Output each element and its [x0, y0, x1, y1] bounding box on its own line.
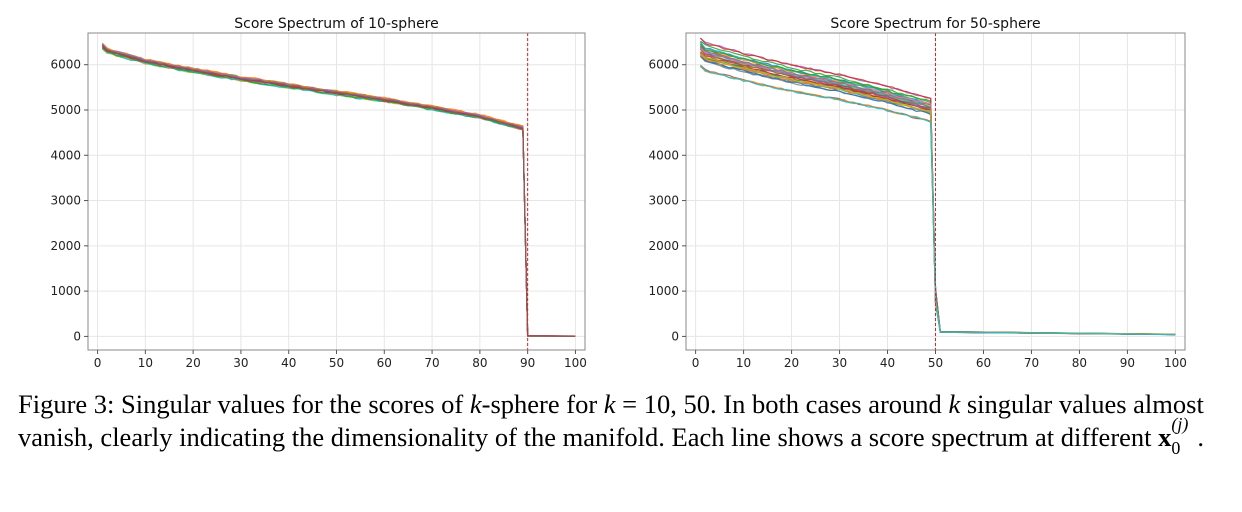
x-tick-label: 10: [138, 356, 153, 370]
x-tick-label: 80: [472, 356, 487, 370]
x-tick-label: 40: [281, 356, 296, 370]
figure-charts: 0 10 20 30 40 50 60 70 80 90 100010002000300040005…: [50, 16, 1186, 370]
y-tick-label: 3000: [648, 194, 679, 208]
series-line: [699, 43, 1176, 335]
x-tick-label: 90: [1120, 356, 1135, 370]
caption-end: .: [1197, 422, 1205, 452]
chart-1: 0 10 20 30 40 50 60 70 80 90 100010002000300040005…: [50, 16, 586, 370]
x-tick-label: 80: [1072, 356, 1087, 370]
x-tick-label: 100: [564, 356, 587, 370]
series-line: [700, 66, 1176, 336]
x-tick-label: 60: [976, 356, 991, 370]
y-tick-label: 5000: [648, 103, 679, 117]
x-tick-label: 30: [832, 356, 847, 370]
series-line: [699, 37, 1176, 336]
x-tick-label: 0: [94, 356, 102, 370]
caption-text-4: singular values almost vanish, clearly i…: [18, 389, 1204, 452]
caption-x-indices: (j) 0: [1171, 414, 1197, 458]
y-tick-label: 6000: [648, 58, 679, 72]
x-tick-label: 100: [1164, 356, 1187, 370]
caption-x-superscript: (j): [1171, 414, 1189, 434]
y-tick-label: 2000: [648, 239, 679, 253]
series-line: [699, 55, 1176, 336]
series-line: [700, 40, 1176, 335]
series-line: [699, 64, 1176, 336]
series-line: [101, 42, 576, 337]
series-line: [101, 46, 576, 337]
chart-title: Score Spectrum of 10-sphere: [234, 16, 439, 32]
x-tick-label: 50: [329, 356, 344, 370]
series-line: [699, 52, 1176, 335]
series-line: [101, 46, 576, 337]
series-line: [101, 43, 576, 337]
series-line: [700, 55, 1176, 335]
x-tick-label: 20: [784, 356, 799, 370]
y-tick-label: 4000: [50, 148, 81, 162]
series-line: [699, 52, 1176, 336]
x-tick-label: 70: [424, 356, 439, 370]
series-line: [101, 46, 576, 337]
caption-text-1: Figure 3: Singular values for the scores…: [18, 389, 470, 419]
x-tick-label: 90: [520, 356, 535, 370]
caption-x-symbol: x: [1158, 422, 1172, 452]
x-tick-label: 0: [692, 356, 700, 370]
series-line: [101, 47, 576, 337]
series-line: [699, 52, 1176, 335]
caption-k-3: k: [948, 389, 961, 419]
series-line: [699, 53, 1176, 335]
caption-text-2: -sphere for: [481, 389, 604, 419]
chart-2: 0 10 20 30 40 50 60 70 80 90 100010002000300040005…: [648, 16, 1186, 370]
series-line: [101, 44, 576, 337]
y-tick-label: 3000: [50, 194, 81, 208]
series-line: [101, 45, 576, 337]
series-line: [700, 54, 1176, 335]
series-line: [699, 41, 1176, 335]
x-tick-label: 70: [1024, 356, 1039, 370]
x-tick-label: 40: [880, 356, 895, 370]
y-tick-label: 2000: [50, 239, 81, 253]
y-tick-label: 1000: [50, 284, 81, 298]
series-line: [699, 46, 1176, 336]
y-tick-label: 0: [671, 329, 679, 343]
x-tick-label: 50: [928, 356, 943, 370]
series-line: [101, 43, 576, 337]
y-tick-label: 0: [73, 329, 81, 343]
series-line: [700, 50, 1176, 335]
series-line: [700, 37, 1176, 336]
series-line: [101, 45, 576, 337]
y-tick-label: 4000: [648, 148, 679, 162]
series-line: [101, 44, 576, 337]
y-tick-label: 6000: [50, 58, 81, 72]
x-tick-label: 20: [185, 356, 200, 370]
caption-text-3: = 10, 50. In both cases around: [615, 389, 949, 419]
series-line: [699, 54, 1176, 336]
chart-title: Score Spectrum for 50-sphere: [830, 16, 1040, 32]
series-line: [699, 52, 1176, 336]
x-tick-label: 10: [736, 356, 751, 370]
series-line: [101, 43, 576, 337]
series-line: [699, 51, 1176, 335]
caption-k-1: k: [469, 389, 482, 419]
x-tick-label: 30: [233, 356, 248, 370]
x-tick-label: 60: [377, 356, 392, 370]
figure-caption: Figure 3: Singular values for the scores…: [18, 388, 1228, 458]
caption-x-subscript: 0: [1171, 438, 1181, 458]
caption-k-2: k: [603, 389, 616, 419]
series-line: [699, 48, 1176, 335]
y-tick-label: 5000: [50, 103, 81, 117]
series-line: [699, 52, 1176, 335]
y-tick-label: 1000: [648, 284, 679, 298]
